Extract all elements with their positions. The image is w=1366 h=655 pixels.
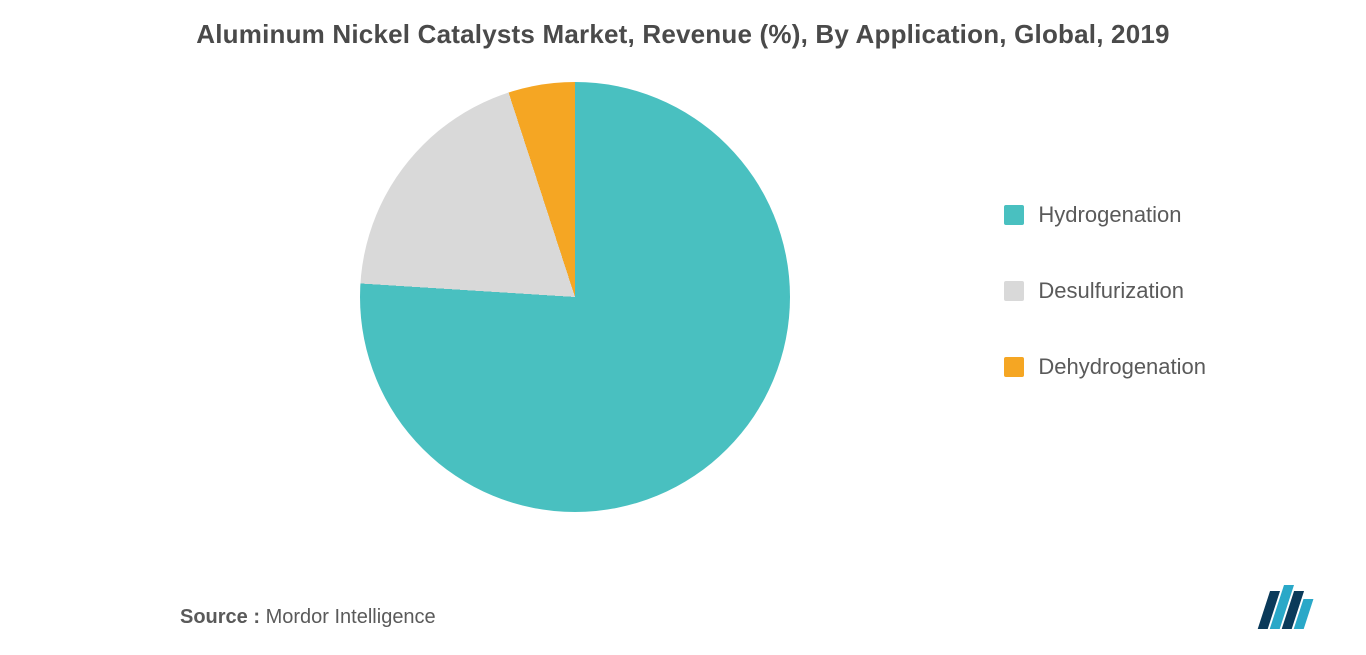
legend-item: Dehydrogenation xyxy=(1004,354,1206,380)
chart-container: Aluminum Nickel Catalysts Market, Revenu… xyxy=(0,0,1366,655)
legend-label: Dehydrogenation xyxy=(1038,354,1206,380)
legend-item: Hydrogenation xyxy=(1004,202,1206,228)
legend-swatch xyxy=(1004,205,1024,225)
pie-chart xyxy=(360,82,790,512)
chart-area: Hydrogenation Desulfurization Dehydrogenat… xyxy=(40,72,1326,542)
legend-label: Desulfurization xyxy=(1038,278,1184,304)
brand-logo-icon xyxy=(1254,585,1326,629)
pie-wrap xyxy=(360,82,790,512)
footer: Source : Mordor Intelligence xyxy=(0,585,1366,629)
legend-swatch xyxy=(1004,357,1024,377)
legend-swatch xyxy=(1004,281,1024,301)
legend-item: Desulfurization xyxy=(1004,278,1206,304)
legend-label: Hydrogenation xyxy=(1038,202,1181,228)
source-label: Source : xyxy=(180,606,260,628)
legend: Hydrogenation Desulfurization Dehydrogenat… xyxy=(1004,202,1206,380)
chart-title: Aluminum Nickel Catalysts Market, Revenu… xyxy=(40,18,1326,52)
source-line: Source : Mordor Intelligence xyxy=(40,606,436,629)
source-value: Mordor Intelligence xyxy=(266,606,436,628)
